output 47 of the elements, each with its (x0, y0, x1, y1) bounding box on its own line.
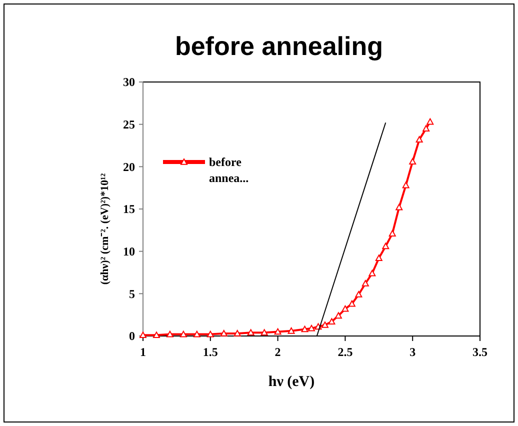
point (342, 305, 349, 312)
y-axis-title: (αhν)² (cm⁻². (eV)²)*10¹² (99, 172, 111, 285)
point (396, 204, 403, 210)
x-tick-label: 3 (410, 345, 416, 359)
point (288, 327, 295, 334)
point (152, 332, 160, 338)
x-tick-label: 2 (274, 345, 281, 359)
point (301, 326, 308, 332)
point (362, 280, 369, 286)
x-axis-title: hν (eV) (268, 374, 315, 390)
point (388, 230, 396, 236)
point (416, 136, 423, 142)
point (321, 321, 328, 328)
point (355, 291, 362, 298)
point (180, 330, 187, 338)
point (206, 330, 214, 338)
point (334, 312, 342, 319)
point (426, 118, 434, 125)
point (234, 330, 241, 336)
x-tick-label: 3.5 (472, 345, 488, 359)
legend-label: before annea... (209, 155, 249, 185)
point (274, 328, 282, 335)
y-tick-label: 10 (123, 244, 135, 259)
y-tick-label: 20 (123, 160, 135, 174)
y-tick-label: 25 (123, 118, 135, 132)
point (368, 270, 376, 276)
y-tick-label: 0 (129, 329, 135, 344)
x-tick-label: 1.5 (202, 345, 218, 359)
point (193, 330, 200, 338)
point (422, 125, 430, 132)
y-tick-label: 30 (123, 75, 135, 90)
point (260, 329, 268, 336)
point (220, 330, 228, 336)
point (402, 182, 410, 188)
point (409, 158, 416, 164)
point (375, 254, 382, 262)
y-tick-label: 5 (129, 286, 135, 301)
point (247, 329, 254, 336)
point (328, 318, 336, 325)
point (308, 324, 315, 332)
x-tick-label: 2.5 (338, 345, 353, 359)
chart-title: before annealing (174, 31, 384, 61)
x-tick-label: 1 (140, 345, 146, 359)
y-tick-label: 15 (123, 202, 135, 216)
point (348, 300, 356, 307)
point (166, 330, 174, 338)
point (382, 242, 390, 250)
